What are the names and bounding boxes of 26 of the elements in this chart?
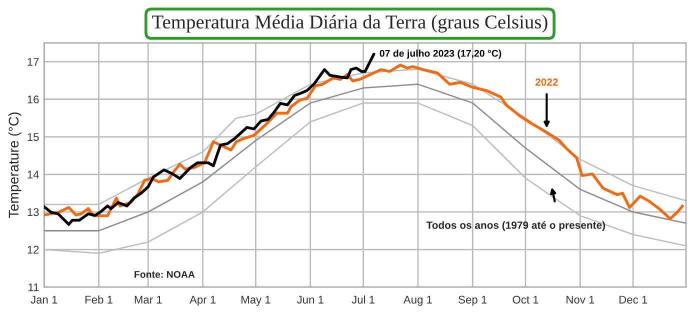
y-axis-title: Temperature (°C) [8,112,22,218]
y-tick-label: 14 [28,170,39,178]
y-tick-label: 15 [28,133,39,141]
text: 2022 [535,78,558,86]
x-tick-label: Nov 1 [566,296,594,304]
y-tick-label: 16 [28,96,39,104]
x-tick-label: Apr 1 [190,296,216,306]
y-tick-label: 12 [28,246,39,254]
x-tick-label: Sep 1 [458,296,487,306]
y-tick-label: 11 [28,283,39,292]
y-tick-label: 17 [28,58,39,66]
x-tick-label: Aug 1 [403,296,432,306]
chart-title: Temperatura Média Diária da Terra (graus Celsius) [152,14,548,33]
line-series [44,52,376,226]
x-tick-label: Feb 1 [85,295,112,304]
x-tick-label: May 1 [242,296,270,306]
annotation: 07 de julho 2023 (17,20 °C) [380,50,502,59]
x-tick-label: Mar 1 [134,296,162,304]
x-tick-label: Jul 1 [352,295,374,304]
x-tick-label: Dec 1 [619,296,648,304]
x-tick-label: Oct 1 [512,296,538,304]
y-tick-label: 13 [28,208,39,216]
x-tick-label: Jun 1 [296,296,324,304]
annotation: Fonte: NOAA [134,270,195,278]
x-tick-label: Jan 1 [30,296,58,304]
annotation: Todos os anos (1979 até o presente) [426,221,606,231]
